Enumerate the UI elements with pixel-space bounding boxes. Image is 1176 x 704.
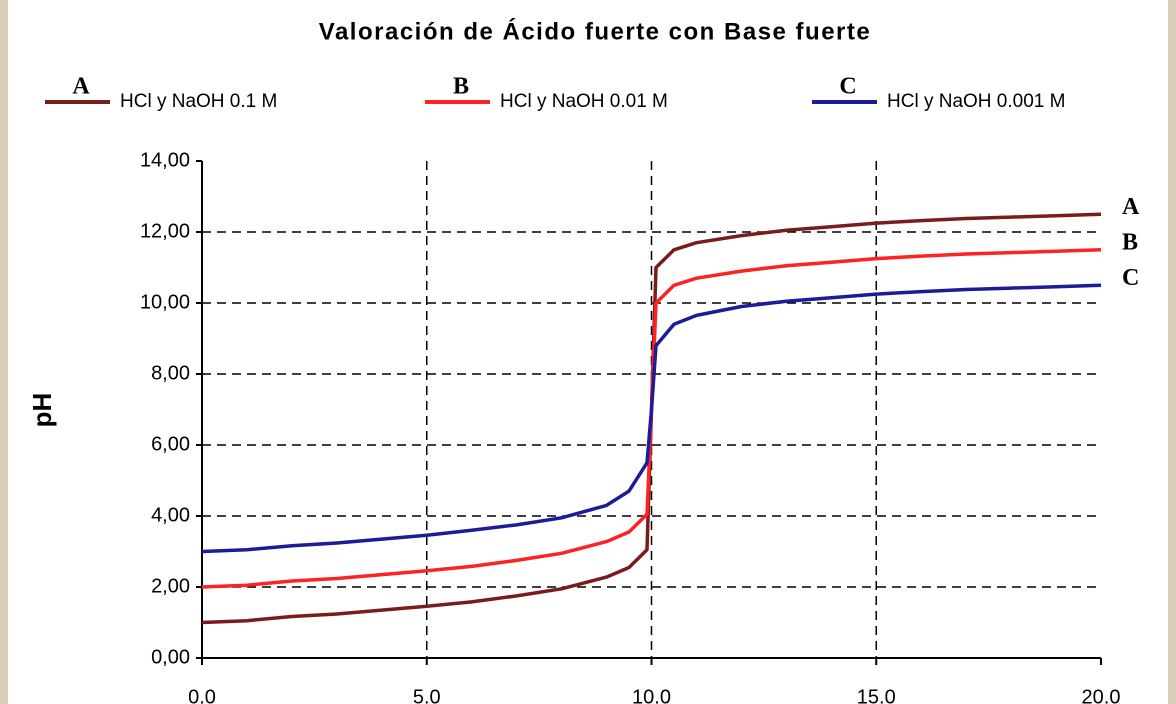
- y-tick-label: 0,00: [151, 646, 190, 668]
- legend-label: HCl y NaOH 0.001 M: [887, 91, 1065, 112]
- y-tick-label: 4,00: [151, 504, 190, 526]
- x-tick-label: 20.0: [1082, 686, 1121, 704]
- y-tick-label: 8,00: [151, 362, 190, 384]
- chart-title: Valoración de Ácido fuerte con Base fuer…: [319, 17, 871, 45]
- x-tick-label: 0.0: [188, 686, 216, 704]
- series-line: [201, 283, 1102, 554]
- x-tick-label: 10.0: [632, 686, 671, 704]
- y-tick-label: 2,00: [151, 575, 190, 597]
- y-tick-label: 12,00: [140, 220, 190, 242]
- end-label: A: [1122, 194, 1140, 220]
- legend-label: HCl y NaOH 0.01 M: [500, 91, 668, 112]
- y-axis-label: pH: [27, 393, 57, 428]
- y-tick-label: 10,00: [140, 291, 190, 313]
- x-tick-label: 5.0: [413, 686, 441, 704]
- y-tick-label: 6,00: [151, 433, 190, 455]
- end-label: B: [1122, 229, 1138, 255]
- legend-letter: C: [839, 74, 856, 100]
- y-tick-label: 14,00: [140, 149, 190, 171]
- legend-letter: A: [72, 74, 90, 100]
- x-tick-label: 15.0: [857, 686, 896, 704]
- end-label: C: [1122, 265, 1139, 291]
- legend-label: HCl y NaOH 0.1 M: [120, 91, 277, 112]
- legend-letter: B: [453, 74, 469, 100]
